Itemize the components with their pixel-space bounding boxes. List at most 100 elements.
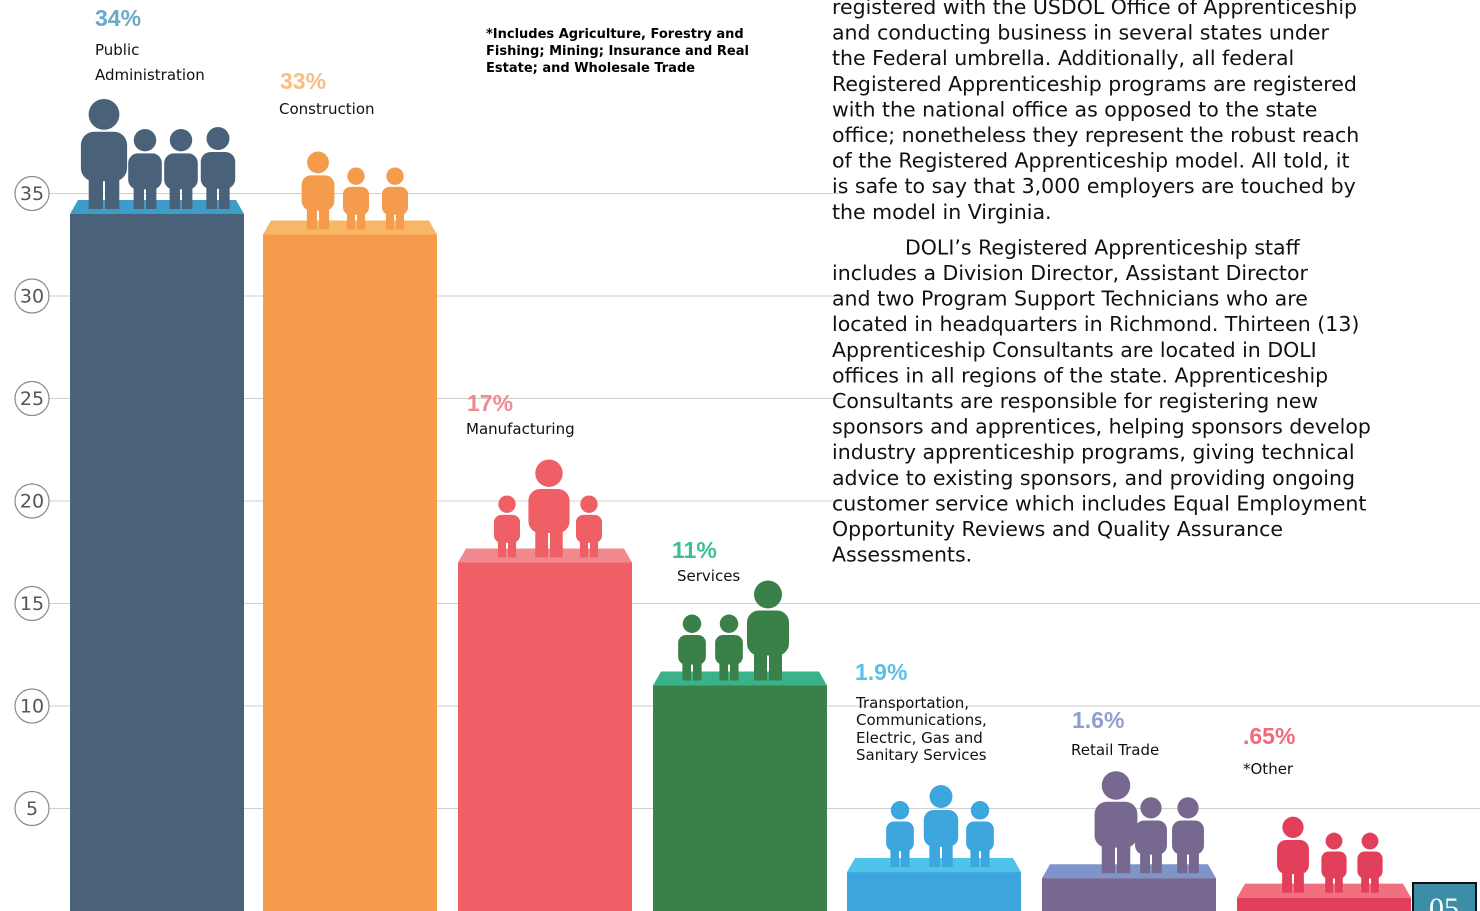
person-leg (942, 830, 953, 868)
body-text-line: Apprenticeship Consultants are located i… (832, 338, 1317, 362)
bar (1042, 878, 1216, 911)
person-body (575, 514, 603, 543)
person-icon (128, 129, 162, 209)
person-leg (719, 650, 728, 681)
person-leg (1361, 865, 1369, 893)
person-head (682, 614, 702, 633)
body-text-line: includes a Division Director, Assistant … (832, 261, 1308, 285)
value-label: 1.6% (1072, 707, 1124, 733)
person-head (307, 151, 329, 174)
person-leg (1152, 839, 1162, 874)
person-leg (730, 650, 739, 681)
person-icon (966, 801, 994, 868)
person-body (1357, 851, 1383, 879)
person-icon (301, 151, 335, 230)
person-icon (342, 167, 370, 230)
person-body (164, 153, 198, 190)
body-text-line: located in headquarters in Richmond. Thi… (832, 312, 1359, 336)
person-head (580, 495, 598, 513)
person-head (1101, 771, 1131, 800)
person-leg (385, 201, 394, 230)
person-head (929, 785, 953, 809)
body-text-line: the Federal umbrella. Additionally, all … (832, 46, 1294, 70)
category-label: Manufacturing (466, 420, 575, 438)
person-leg (206, 172, 217, 209)
y-tick-label: 35 (20, 183, 44, 205)
person-body (80, 131, 128, 182)
person-head (133, 129, 157, 152)
category-label-box: Manufacturing (466, 420, 575, 438)
footnote: *Includes Agriculture, Forestry and Fish… (486, 27, 749, 76)
person-icon (1172, 797, 1204, 874)
category-label-box: Public Administration (95, 41, 205, 84)
person-icon (678, 614, 706, 681)
body-text-line: Opportunity Reviews and Quality Assuranc… (832, 517, 1283, 541)
person-leg (682, 650, 691, 681)
body-text-line: office; nonetheless they represent the r… (832, 123, 1359, 147)
person-icon (1135, 797, 1167, 874)
person-leg (970, 837, 979, 868)
person-leg (508, 529, 517, 558)
person-head (347, 167, 365, 185)
bar (458, 562, 632, 911)
category-label: Public Administration (95, 41, 205, 84)
person-head (1282, 816, 1304, 838)
person-leg (88, 159, 103, 209)
person-head (535, 459, 563, 487)
person-icon (923, 785, 959, 868)
person-leg (1101, 827, 1115, 874)
person-icon (1094, 771, 1138, 874)
person-head (1177, 797, 1199, 819)
person-head (1325, 832, 1343, 850)
body-text-line: Assessments. (832, 543, 972, 567)
person-body (342, 186, 370, 215)
category-label: *Other (1243, 760, 1294, 778)
y-tick-label: 30 (20, 286, 44, 308)
body-text-line: Consultants are responsible for register… (832, 389, 1318, 413)
person-icon (1357, 832, 1383, 893)
y-tick-label: 25 (20, 388, 44, 410)
person-leg (146, 173, 157, 209)
person-leg (1294, 858, 1304, 893)
person-leg (1325, 865, 1333, 893)
person-icon (1277, 816, 1309, 893)
person-leg (1335, 865, 1343, 893)
person-leg (219, 172, 230, 209)
person-leg (169, 173, 180, 209)
person-icon (715, 614, 743, 681)
person-leg (346, 201, 355, 230)
person-head (1361, 832, 1379, 850)
person-body (886, 821, 914, 852)
person-body (128, 153, 162, 190)
page-number: 05 (1429, 892, 1459, 911)
body-text-line: the model in Virginia. (832, 200, 1052, 224)
body-text-line: with the national office as opposed to t… (832, 97, 1317, 121)
y-tick-badge (14, 380, 50, 417)
person-leg (590, 529, 599, 558)
person-leg (535, 513, 548, 558)
value-label: 34% (95, 5, 141, 31)
bar (653, 685, 827, 911)
person-icon (528, 459, 570, 558)
person-leg (306, 194, 317, 230)
value-label: 11% (672, 537, 717, 563)
person-icon (200, 127, 236, 209)
y-tick-badge (14, 688, 50, 724)
y-tick-label: 20 (20, 491, 44, 513)
person-leg (105, 159, 120, 209)
person-icon (493, 495, 521, 558)
category-label: Services (677, 567, 741, 585)
category-label-box: Transportation, Communications, Electric… (856, 695, 987, 763)
body-text-line: of the Registered Apprenticeship model. … (832, 149, 1350, 173)
person-leg (497, 529, 506, 558)
person-head (498, 495, 516, 513)
person-head (754, 580, 782, 609)
person-body (493, 514, 521, 543)
y-tick-label: 5 (26, 798, 38, 820)
value-label: .65% (1243, 723, 1295, 749)
value-label: 33% (280, 68, 326, 94)
person-body (1321, 851, 1347, 879)
person-head (169, 129, 193, 152)
y-tick-badge (14, 585, 50, 622)
